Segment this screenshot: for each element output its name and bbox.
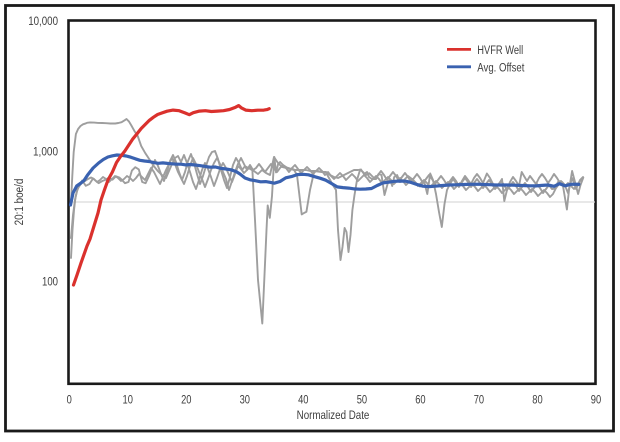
svg-text:80: 80	[532, 392, 543, 406]
svg-text:20:1 boe/d: 20:1 boe/d	[12, 179, 26, 226]
svg-text:50: 50	[357, 392, 368, 406]
svg-text:70: 70	[474, 392, 485, 406]
svg-text:Avg. Offset: Avg. Offset	[477, 61, 525, 75]
svg-text:20: 20	[181, 392, 192, 406]
svg-text:10: 10	[123, 392, 134, 406]
svg-text:60: 60	[415, 392, 426, 406]
svg-text:90: 90	[591, 392, 602, 406]
svg-text:30: 30	[240, 392, 251, 406]
svg-text:0: 0	[67, 392, 72, 406]
svg-text:100: 100	[42, 275, 58, 289]
svg-text:Normalized Date: Normalized Date	[297, 408, 370, 422]
svg-text:HVFR Well: HVFR Well	[477, 43, 523, 57]
svg-text:40: 40	[298, 392, 309, 406]
svg-text:10,000: 10,000	[28, 14, 58, 28]
svg-text:1,000: 1,000	[33, 144, 58, 158]
